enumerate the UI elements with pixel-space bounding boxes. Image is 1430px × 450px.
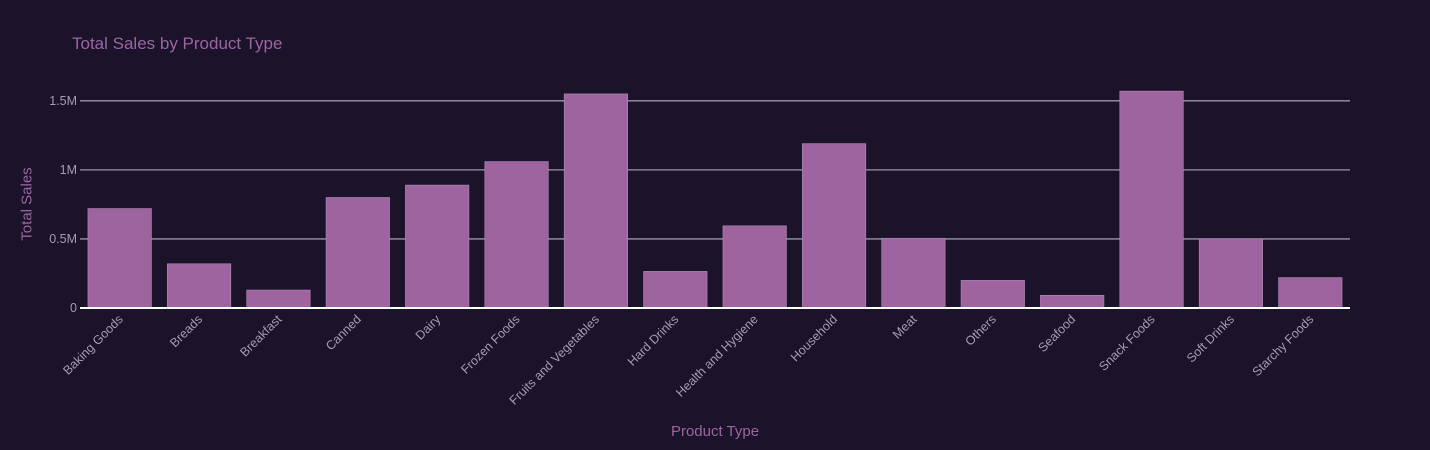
bar bbox=[881, 237, 946, 309]
x-tick-label: Others bbox=[963, 312, 999, 348]
x-tick-label: Snack Foods bbox=[1096, 312, 1157, 373]
x-tick-label: Fruits and Vegetables bbox=[507, 312, 602, 407]
bar bbox=[325, 197, 390, 309]
x-tick-label: Breakfast bbox=[237, 312, 285, 360]
x-tick-label: Hard Drinks bbox=[625, 312, 682, 369]
x-tick-label: Baking Goods bbox=[60, 312, 125, 377]
y-tick-label: 0.5M bbox=[49, 232, 77, 246]
bar bbox=[722, 225, 787, 309]
y-tick-label: 0 bbox=[70, 301, 77, 315]
bar bbox=[167, 263, 232, 309]
bar bbox=[643, 271, 708, 309]
bar bbox=[1040, 294, 1105, 309]
x-tick-label: Starchy Foods bbox=[1250, 312, 1317, 379]
y-axis-title: Total Sales bbox=[18, 167, 36, 241]
y-tick-label: 1.5M bbox=[49, 94, 77, 108]
x-tick-label: Household bbox=[788, 312, 840, 364]
bar bbox=[405, 184, 470, 309]
x-tick-label: Seafood bbox=[1035, 312, 1078, 355]
bar bbox=[246, 289, 311, 309]
x-tick-label: Dairy bbox=[413, 312, 444, 343]
bar bbox=[87, 208, 152, 309]
bar bbox=[1278, 277, 1343, 309]
bar bbox=[1198, 238, 1263, 309]
x-tick-label: Frozen Foods bbox=[458, 312, 522, 376]
x-tick-label: Breads bbox=[167, 312, 205, 350]
x-axis-title: Product Type bbox=[670, 423, 760, 440]
x-tick-label: Soft Drinks bbox=[1184, 312, 1237, 365]
bar bbox=[960, 280, 1025, 309]
y-tick-label: 1M bbox=[60, 163, 77, 177]
x-tick-label: Meat bbox=[890, 312, 920, 342]
x-tick-label: Health and Hygiene bbox=[673, 312, 761, 400]
bar bbox=[802, 143, 867, 309]
bar bbox=[563, 93, 628, 309]
x-tick-label: Canned bbox=[323, 312, 364, 353]
bar bbox=[1119, 90, 1184, 309]
bar bbox=[484, 161, 549, 309]
chart-title: Total Sales by Product Type bbox=[72, 34, 283, 53]
